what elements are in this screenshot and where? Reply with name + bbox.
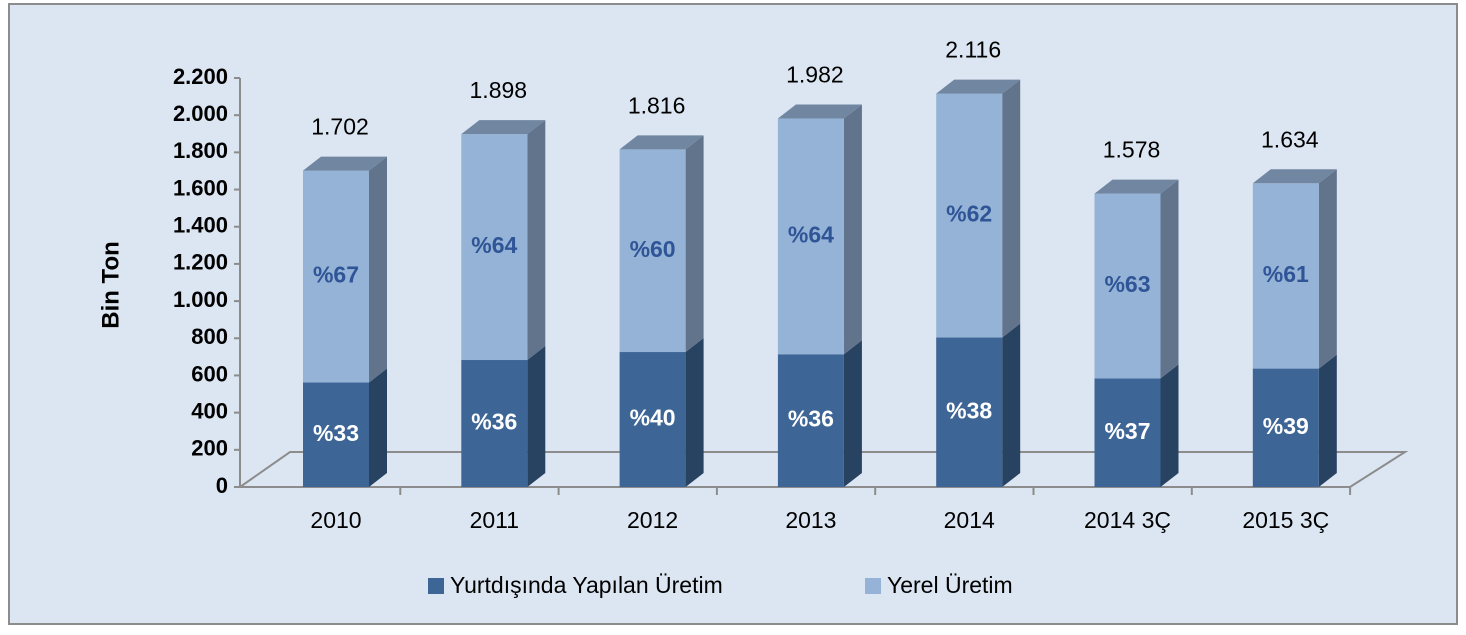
legend-swatch	[428, 578, 444, 594]
bar-top	[619, 135, 704, 150]
bar-side	[1318, 169, 1337, 369]
bar-side	[1318, 354, 1337, 487]
bar-top	[461, 120, 546, 135]
total-label: 2.116	[945, 37, 1001, 63]
bar	[1094, 193, 1161, 379]
bar	[936, 337, 1003, 487]
total-label: 1.898	[470, 77, 528, 103]
bar-side	[1002, 79, 1021, 338]
bar-side	[369, 368, 387, 487]
x-tick-label: 2014	[944, 507, 995, 533]
bar-side	[1160, 179, 1179, 379]
bar	[461, 134, 528, 361]
bar	[619, 352, 686, 487]
bar	[461, 360, 528, 487]
bar	[1094, 378, 1161, 487]
y-tick-label: 400	[191, 398, 228, 423]
bar-side	[369, 156, 387, 383]
y-tick-label: 0	[216, 473, 228, 498]
share-label: %64	[788, 221, 834, 247]
x-tick-label: 2013	[785, 507, 836, 533]
share-label: %37	[1104, 418, 1150, 444]
x-tick-label: 2014 3Ç	[1084, 507, 1171, 533]
chart-background	[8, 3, 1458, 625]
total-label: 1.578	[1103, 137, 1161, 163]
y-tick-label: 1.600	[173, 175, 228, 200]
y-tick-label: 1.000	[173, 287, 228, 312]
y-axis-label: Bin Ton	[97, 241, 124, 329]
share-label: %61	[1263, 261, 1309, 287]
bar-top	[1252, 169, 1337, 184]
x-tick-label: 2015 3Ç	[1242, 507, 1329, 533]
bar-side	[1002, 323, 1021, 487]
bar-side	[527, 346, 546, 487]
share-label: %36	[471, 409, 517, 435]
x-tick-label: 2010	[310, 507, 361, 533]
bar	[619, 149, 686, 353]
share-label: %60	[630, 236, 676, 262]
y-tick-label: 2.000	[173, 101, 228, 126]
share-label: %39	[1263, 413, 1309, 439]
bar	[777, 118, 844, 355]
bar-top	[303, 156, 387, 171]
bar-side	[843, 340, 862, 487]
bar	[1252, 368, 1319, 487]
share-label: %63	[1104, 271, 1150, 297]
share-label: %33	[313, 420, 359, 446]
total-label: 1.634	[1261, 126, 1319, 152]
legend-label: Yurtdışında Yapılan Üretim	[450, 572, 723, 598]
bar-top	[777, 104, 862, 119]
share-label: %62	[946, 201, 992, 227]
y-tick-label: 800	[191, 324, 228, 349]
bar-top	[1094, 179, 1179, 194]
bar-top	[936, 79, 1021, 94]
share-label: %38	[946, 397, 992, 423]
bar	[1252, 183, 1319, 369]
y-tick-label: 1.800	[173, 138, 228, 163]
total-label: 1.816	[628, 92, 686, 118]
legend-swatch	[865, 578, 881, 594]
share-label: %40	[630, 405, 676, 431]
legend-label: Yerel Üretim	[887, 572, 1013, 598]
y-tick-label: 1.400	[173, 213, 228, 238]
bar-side	[685, 338, 704, 487]
bar-side	[527, 120, 546, 361]
total-label: 1.702	[311, 114, 369, 140]
share-label: %36	[788, 406, 834, 432]
x-tick-label: 2011	[470, 507, 519, 533]
bar	[303, 170, 369, 383]
total-label: 1.982	[786, 62, 844, 88]
bar	[936, 93, 1003, 338]
bar	[777, 354, 844, 487]
x-tick-label: 2012	[627, 507, 678, 533]
share-label: %67	[313, 262, 359, 288]
y-tick-label: 600	[191, 361, 228, 386]
bar-side	[843, 104, 862, 355]
share-label: %64	[471, 232, 517, 258]
y-tick-label: 200	[191, 436, 228, 461]
bar	[303, 382, 369, 487]
y-tick-label: 2.200	[173, 64, 228, 89]
bar-side	[685, 135, 704, 353]
bar-side	[1160, 364, 1179, 487]
y-tick-label: 1.200	[173, 250, 228, 275]
